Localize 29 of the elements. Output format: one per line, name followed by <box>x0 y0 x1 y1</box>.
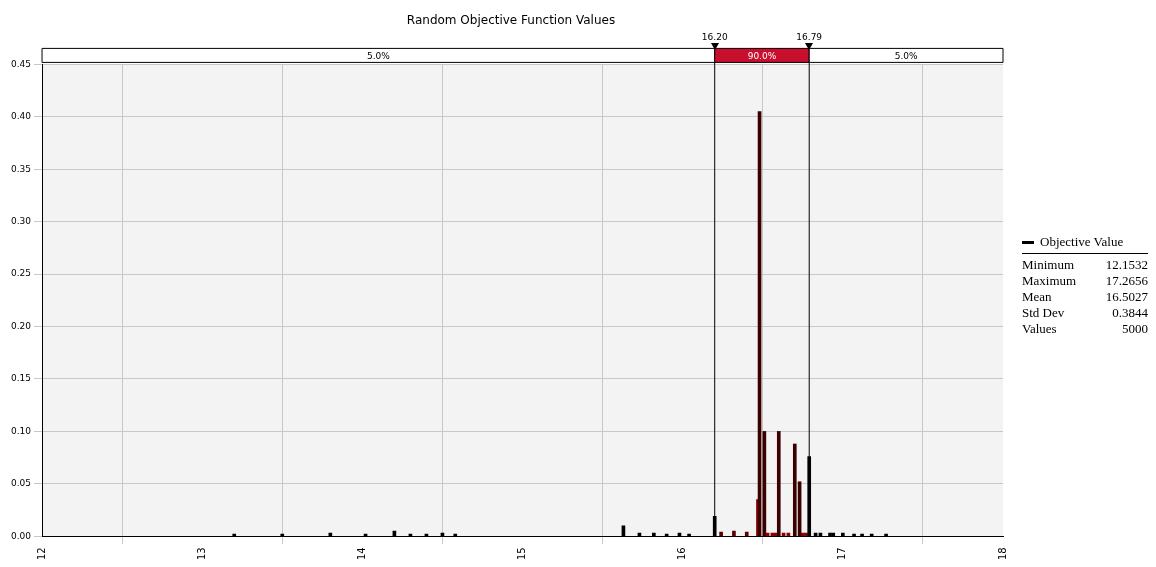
y-tick-label: 0.00 <box>10 530 32 541</box>
text: 5.0% <box>366 50 391 61</box>
y-tick-label: 0.20 <box>10 320 32 331</box>
y-tick-label: 0.40 <box>10 111 32 122</box>
y-tick-label: 0.25 <box>10 268 32 279</box>
y-tick-label: 0.45 <box>10 58 32 69</box>
y-tick-label: 0.15 <box>10 373 32 384</box>
x-tick-label: 18 <box>996 547 1008 561</box>
x-tick-label: 13 <box>195 547 207 561</box>
y-tick-label: 0.35 <box>10 163 32 174</box>
chart-title: Random Objective Function Values <box>406 13 616 28</box>
y-tick-label: 0.05 <box>10 478 32 489</box>
ref-line-label: 16.20 <box>701 32 728 43</box>
x-tick-label: 17 <box>836 547 848 561</box>
text: Std Dev 0.3844 <box>1022 305 1148 320</box>
x-tick-label: 14 <box>355 547 367 561</box>
ref-line-label: 16.79 <box>796 32 823 43</box>
text: 90.0% <box>747 50 777 61</box>
y-tick-label: 0.10 <box>10 425 32 436</box>
text: 5.0% <box>894 50 918 61</box>
legend-label: Objective Value <box>1040 234 1124 250</box>
x-tick-label: 15 <box>516 547 528 561</box>
x-tick-label: 12 <box>35 547 47 561</box>
y-tick-label: 0.30 <box>10 216 32 227</box>
text: Maximum 17.2656 <box>1022 273 1148 288</box>
x-tick-label: 16 <box>676 547 688 561</box>
text: Mean 16.5027 <box>1022 289 1148 304</box>
text: Values 5000 <box>1022 321 1148 336</box>
text: Minimum 12.1532 <box>1022 257 1148 272</box>
